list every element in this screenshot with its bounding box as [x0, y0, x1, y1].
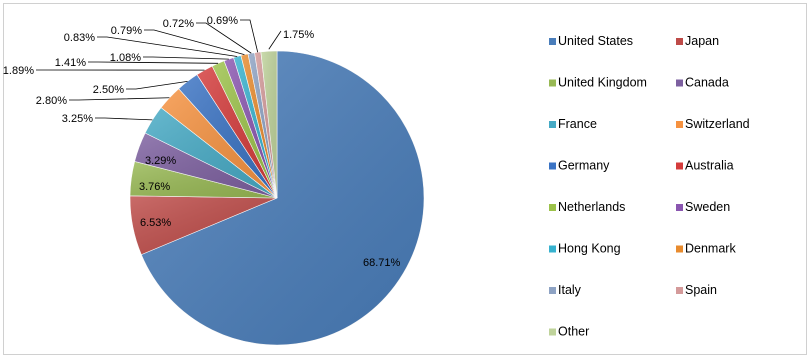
- leader-line-spain: [240, 19, 259, 53]
- legend-label-germany: Germany: [558, 159, 610, 173]
- legend-swatch-france: [549, 121, 556, 128]
- leader-line-hong-kong: [97, 36, 238, 57]
- data-label-canada: 3.29%: [145, 155, 176, 167]
- legend-label-denmark: Denmark: [685, 242, 736, 256]
- leader-line-other: [268, 30, 282, 50]
- legend-label-sweden: Sweden: [685, 200, 730, 214]
- data-label-denmark: 0.79%: [111, 25, 142, 37]
- pie-slices: [129, 50, 425, 346]
- data-label-sweden: 1.08%: [110, 52, 141, 64]
- data-label-united-kingdom: 3.76%: [139, 181, 170, 193]
- legend-swatch-sweden: [676, 204, 683, 211]
- leader-line-italy: [196, 22, 252, 54]
- data-label-japan: 6.53%: [140, 217, 171, 229]
- legend: United States Japan United Kingdom Canada Fr…: [549, 34, 750, 339]
- legend-swatch-germany: [549, 162, 556, 170]
- legend-label-hong-kong: Hong Kong: [558, 242, 621, 256]
- legend-swatch-italy: [549, 287, 556, 294]
- data-label-hong-kong: 0.83%: [64, 32, 95, 44]
- legend-swatch-spain: [676, 287, 683, 294]
- data-label-switzerland: 2.80%: [36, 95, 67, 107]
- leader-line-denmark: [144, 29, 245, 56]
- leader-line-switzerland: [69, 97, 170, 101]
- data-label-france: 3.25%: [62, 113, 93, 125]
- legend-swatch-australia: [676, 162, 683, 170]
- data-label-netherlands: 1.41%: [55, 57, 86, 69]
- legend-label-united-states: United States: [558, 34, 633, 48]
- data-label-spain: 0.69%: [207, 15, 238, 27]
- leader-line-germany: [126, 80, 188, 90]
- legend-label-australia: Australia: [685, 159, 734, 173]
- data-label-italy: 0.72%: [163, 18, 194, 30]
- legend-swatch-canada: [676, 79, 683, 87]
- pie-data-labels: 68.71% 6.53% 3.76% 3.29% 3.25% 2.80% 2.50% 1.89…: [3, 15, 401, 269]
- leader-line-france: [95, 117, 153, 121]
- legend-swatch-switzerland: [676, 121, 683, 128]
- data-label-other: 1.75%: [283, 29, 314, 41]
- legend-label-spain: Spain: [685, 283, 717, 297]
- legend-label-switzerland: Switzerland: [685, 117, 750, 131]
- legend-swatch-japan: [676, 38, 683, 45]
- legend-swatch-denmark: [676, 245, 683, 253]
- legend-swatch-united-kingdom: [549, 79, 556, 87]
- legend-label-canada: Canada: [685, 76, 729, 90]
- legend-swatch-united-states: [549, 38, 556, 45]
- leader-line-netherlands: [88, 61, 219, 64]
- legend-label-other: Other: [558, 325, 589, 339]
- legend-swatch-hong-kong: [549, 245, 556, 253]
- data-label-australia: 1.89%: [3, 65, 34, 77]
- data-label-germany: 2.50%: [93, 84, 124, 96]
- legend-swatch-netherlands: [549, 204, 556, 211]
- legend-label-united-kingdom: United Kingdom: [558, 76, 647, 90]
- legend-label-japan: Japan: [685, 34, 719, 48]
- data-label-united-states: 68.71%: [363, 257, 401, 269]
- legend-swatch-other: [549, 328, 556, 336]
- legend-label-italy: Italy: [558, 283, 582, 297]
- leader-line-sweden: [143, 56, 229, 60]
- legend-label-france: France: [558, 117, 597, 131]
- legend-label-netherlands: Netherlands: [558, 200, 625, 214]
